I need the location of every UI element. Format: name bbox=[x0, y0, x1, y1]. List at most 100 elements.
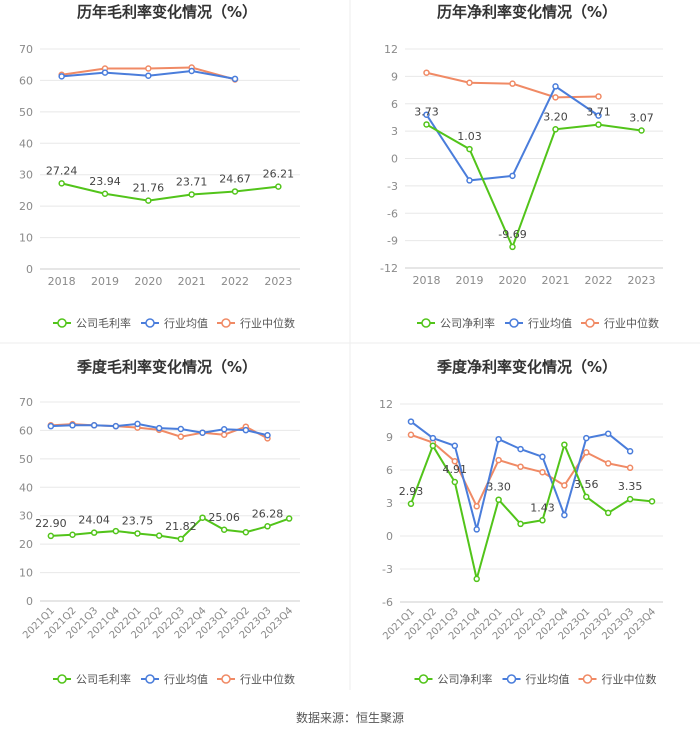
data-label: 23.71 bbox=[176, 175, 208, 188]
data-point bbox=[561, 441, 568, 448]
data-point bbox=[285, 515, 293, 522]
data-label: 25.06 bbox=[208, 511, 240, 524]
data-point bbox=[473, 503, 480, 510]
data-point bbox=[473, 575, 480, 583]
data-point bbox=[466, 145, 473, 153]
data-point bbox=[407, 500, 415, 508]
legend-swatch-marker bbox=[418, 674, 429, 684]
data-point bbox=[466, 79, 473, 87]
data-label: 23.94 bbox=[89, 175, 121, 188]
y-tick-label: 50 bbox=[19, 453, 33, 466]
data-label: 21.82 bbox=[165, 520, 197, 533]
series-line-company bbox=[410, 441, 653, 580]
data-point bbox=[275, 183, 282, 190]
x-tick-label: 2019 bbox=[456, 274, 484, 287]
y-tick-label: 0 bbox=[391, 153, 398, 166]
data-point bbox=[47, 422, 55, 430]
data-point bbox=[155, 424, 163, 432]
data-point bbox=[177, 535, 185, 543]
data-point bbox=[495, 456, 502, 464]
y-tick-label: 70 bbox=[19, 43, 33, 56]
data-point bbox=[495, 435, 502, 443]
legend-swatch-marker bbox=[221, 674, 231, 684]
y-tick-label: 60 bbox=[19, 424, 33, 437]
data-label: 22.90 bbox=[35, 517, 67, 530]
legend-swatch-marker bbox=[582, 674, 593, 684]
y-tick-label: -3 bbox=[382, 563, 393, 576]
data-point bbox=[188, 191, 195, 198]
y-tick-label: 9 bbox=[386, 431, 393, 444]
data-label: 27.24 bbox=[46, 164, 78, 177]
y-tick-label: 12 bbox=[384, 43, 398, 56]
legend-swatch-marker bbox=[145, 674, 155, 684]
data-label: 1.43 bbox=[530, 501, 555, 514]
chart-title: 季度毛利率变化情况（%） bbox=[77, 358, 257, 376]
data-label: 21.76 bbox=[133, 182, 165, 195]
legend-swatch-marker bbox=[585, 318, 595, 328]
data-label: 3.07 bbox=[629, 111, 654, 124]
x-tick-label: 2020 bbox=[134, 275, 162, 288]
data-label: 24.67 bbox=[219, 172, 251, 185]
data-point bbox=[583, 449, 590, 456]
data-point bbox=[264, 432, 271, 439]
data-point bbox=[69, 422, 76, 429]
y-tick-label: 0 bbox=[386, 530, 393, 543]
y-tick-label: 0 bbox=[26, 263, 33, 276]
data-point bbox=[429, 442, 437, 450]
data-point bbox=[429, 434, 437, 442]
data-point bbox=[220, 426, 228, 433]
data-point bbox=[58, 73, 65, 80]
y-tick-label: 6 bbox=[386, 464, 393, 477]
y-tick-label: -6 bbox=[382, 596, 393, 609]
data-point bbox=[423, 69, 430, 76]
data-point bbox=[47, 532, 55, 540]
data-point bbox=[626, 464, 634, 472]
data-point bbox=[134, 530, 141, 537]
legend-swatch-marker bbox=[57, 318, 67, 328]
data-point bbox=[407, 431, 415, 439]
x-tick-label: 2023 bbox=[628, 274, 656, 287]
chart-title: 历年净利率变化情况（%） bbox=[437, 3, 617, 21]
x-tick-label: 2022 bbox=[585, 274, 613, 287]
legend-label: 行业中位数 bbox=[240, 672, 295, 686]
data-point bbox=[473, 526, 480, 533]
data-label: 26.28 bbox=[252, 507, 284, 520]
data-label: 3.56 bbox=[574, 478, 599, 491]
data-label: 3.73 bbox=[414, 105, 439, 118]
data-label: 24.04 bbox=[78, 514, 110, 527]
data-point bbox=[466, 177, 473, 184]
chart-quarterly-net: 季度净利率变化情况（%）-6-30369122021Q12021Q22021Q3… bbox=[379, 358, 663, 686]
data-point bbox=[638, 127, 645, 134]
y-tick-label: 20 bbox=[19, 538, 33, 551]
data-point bbox=[69, 531, 76, 539]
data-point bbox=[604, 460, 612, 467]
data-label: 2.93 bbox=[399, 485, 424, 498]
data-point bbox=[101, 190, 109, 198]
data-label: 3.30 bbox=[486, 481, 511, 494]
y-tick-label: 20 bbox=[19, 200, 33, 213]
y-tick-label: -9 bbox=[387, 235, 398, 248]
data-point bbox=[220, 431, 228, 438]
legend-swatch-marker bbox=[509, 318, 519, 328]
data-point bbox=[451, 478, 459, 486]
x-tick-label: 2020 bbox=[499, 274, 527, 287]
data-point bbox=[90, 422, 98, 429]
y-tick-label: 12 bbox=[379, 398, 393, 411]
legend-label: 行业均值 bbox=[164, 317, 208, 330]
data-point bbox=[626, 448, 634, 455]
y-tick-label: 6 bbox=[391, 98, 398, 111]
data-point bbox=[58, 180, 65, 187]
data-point bbox=[220, 526, 228, 534]
data-point bbox=[495, 496, 502, 503]
data-point bbox=[517, 520, 524, 528]
data-point bbox=[517, 463, 524, 470]
legend-swatch-marker bbox=[145, 318, 155, 328]
legend-label: 行业中位数 bbox=[604, 316, 659, 330]
data-point bbox=[145, 197, 152, 204]
data-point bbox=[177, 433, 185, 440]
data-point bbox=[177, 425, 185, 433]
legend-label: 行业中位数 bbox=[602, 672, 657, 686]
data-point bbox=[451, 442, 459, 450]
data-point bbox=[199, 514, 206, 521]
data-point bbox=[604, 430, 612, 437]
